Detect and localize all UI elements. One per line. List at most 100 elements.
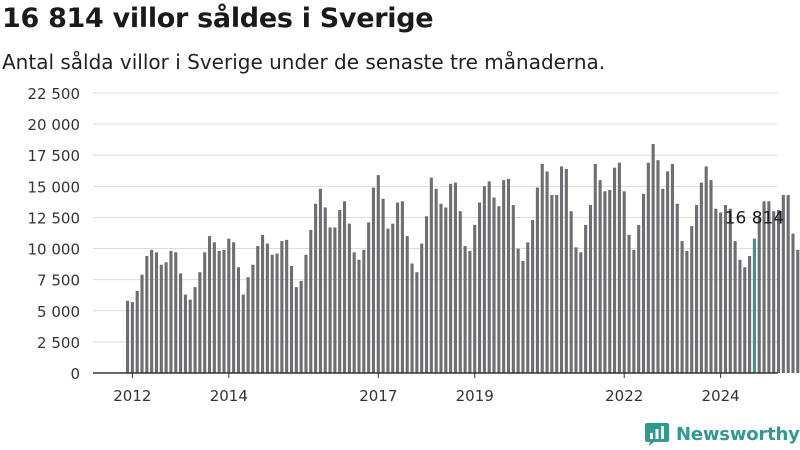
bar (757, 217, 761, 373)
bar (227, 238, 231, 373)
bar (502, 180, 506, 373)
bar (299, 280, 303, 373)
y-tick-label: 0 (70, 365, 80, 383)
bar (743, 267, 747, 373)
bar-series (126, 144, 800, 373)
bar (236, 267, 241, 373)
bar (304, 254, 308, 373)
bar (328, 227, 332, 373)
bar (786, 195, 790, 373)
bar (396, 202, 400, 373)
bar (781, 195, 785, 373)
y-tick-label: 10 000 (28, 241, 81, 259)
bar (661, 188, 665, 373)
bar (651, 144, 655, 373)
bar (685, 251, 689, 373)
bar (275, 253, 279, 373)
bar (574, 247, 578, 373)
bar-chart: 0 2 500 5 000 7 500 10 000 12 500 15 000 17 500… (28, 85, 800, 405)
bar (203, 252, 207, 373)
bar (535, 187, 539, 373)
bar (309, 229, 313, 373)
bar (405, 236, 409, 373)
bar (579, 252, 583, 373)
y-tick-label: 7 500 (37, 272, 80, 290)
bar (352, 252, 356, 373)
bar (593, 163, 597, 373)
bar (478, 202, 482, 373)
brand-logo[interactable]: Newsworthy (644, 420, 800, 448)
bar (357, 259, 361, 373)
bar (733, 241, 737, 373)
bar (641, 193, 646, 373)
bar (285, 239, 289, 373)
bar (381, 198, 385, 373)
bar (550, 195, 554, 373)
x-axis-labels: 2012 2014 2017 2019 2022 2024 (113, 373, 740, 405)
bar (193, 287, 197, 373)
bar (709, 180, 713, 373)
y-tick-label: 2 500 (37, 334, 80, 352)
bar (415, 272, 419, 373)
bar (719, 212, 723, 373)
bar (670, 163, 674, 373)
bar (207, 236, 212, 373)
bar (656, 160, 660, 373)
bar (776, 209, 781, 373)
bar (690, 226, 694, 373)
bar (150, 249, 154, 373)
bar (584, 224, 588, 373)
bar (796, 249, 800, 373)
bar (217, 251, 221, 373)
newsworthy-logo-icon (645, 423, 669, 446)
y-tick-label: 5 000 (37, 303, 80, 321)
bar (241, 294, 245, 373)
bar (569, 211, 573, 373)
bar (714, 208, 718, 373)
bar (473, 224, 477, 373)
bar (772, 211, 776, 373)
bar (791, 233, 795, 373)
bar (198, 272, 202, 373)
bar (699, 182, 703, 373)
bar (169, 251, 173, 373)
bar (704, 166, 708, 373)
highlight-value-label: 16 814 (725, 209, 784, 229)
x-tick-label: 2012 (113, 387, 151, 405)
bar (367, 222, 371, 373)
bar (598, 180, 602, 373)
bar (323, 207, 327, 373)
bar (386, 228, 390, 373)
y-axis-labels: 0 2 500 5 000 7 500 10 000 12 500 15 000 17 500… (28, 85, 81, 383)
bar (506, 178, 511, 373)
bar (289, 265, 294, 373)
bar (444, 207, 448, 373)
brand-name: Newsworthy (676, 423, 800, 445)
bar (174, 252, 178, 373)
bar (526, 242, 530, 373)
bar (463, 246, 467, 373)
bar-highlight (752, 238, 756, 373)
bar (145, 256, 149, 373)
bar (391, 223, 395, 373)
bar (130, 302, 134, 373)
bar (424, 216, 429, 373)
chart-subtitle: Antal sålda villor i Sverige under de se… (2, 50, 606, 74)
bar (135, 290, 139, 373)
bar (521, 261, 525, 373)
bar (222, 249, 226, 373)
bar (468, 251, 472, 373)
bar (434, 188, 438, 373)
bar (540, 163, 544, 373)
x-tick-label: 2022 (605, 387, 643, 405)
bar (492, 197, 496, 373)
bar (371, 187, 376, 373)
x-tick-label: 2024 (702, 387, 740, 405)
bar (666, 171, 670, 373)
bar (608, 190, 612, 373)
bar (449, 183, 453, 373)
bar (420, 243, 424, 373)
x-tick-label: 2014 (210, 387, 248, 405)
bar (261, 234, 265, 373)
bar (280, 241, 284, 373)
